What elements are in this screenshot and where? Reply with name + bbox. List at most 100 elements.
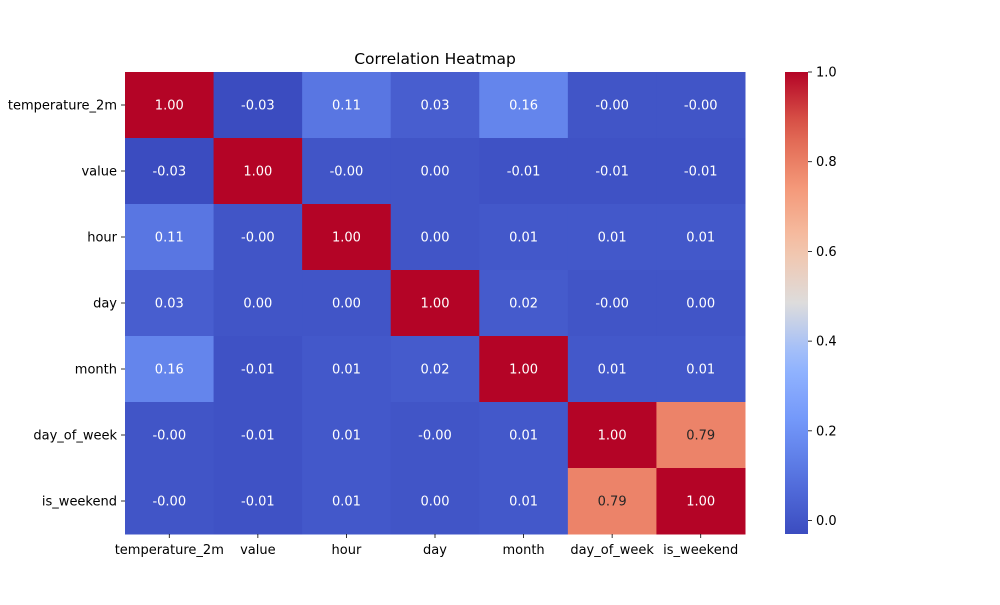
heatmap-cell-value: 0.01 bbox=[332, 363, 361, 378]
y-tick-label: hour bbox=[87, 231, 117, 246]
heatmap-cell bbox=[213, 336, 303, 403]
chart-title: Correlation Heatmap bbox=[354, 50, 516, 68]
heatmap-cell-value: 0.11 bbox=[155, 231, 184, 246]
heatmap-cell-value: 0.01 bbox=[686, 363, 715, 378]
heatmap-cell bbox=[656, 270, 746, 337]
heatmap-cell-value: -0.01 bbox=[241, 363, 275, 378]
heatmap-cell bbox=[302, 270, 392, 337]
y-tick-label: day bbox=[93, 297, 117, 312]
heatmap-cell bbox=[302, 468, 392, 535]
heatmap-cell-value: -0.00 bbox=[330, 165, 364, 180]
heatmap-cell-value: -0.00 bbox=[595, 99, 629, 114]
heatmap-cell-value: 0.01 bbox=[332, 429, 361, 444]
heatmap-cell bbox=[390, 204, 480, 271]
colorbar-tick-label: 1.0 bbox=[816, 66, 837, 81]
heatmap-cell bbox=[125, 138, 215, 205]
heatmap-cell bbox=[479, 336, 569, 403]
heatmap-cell bbox=[213, 72, 303, 139]
heatmap-cell-value: 0.01 bbox=[509, 429, 538, 444]
heatmap-cell-value: 0.02 bbox=[509, 297, 538, 312]
heatmap-cell bbox=[479, 204, 569, 271]
heatmap-cell bbox=[125, 336, 215, 403]
heatmap-cell bbox=[213, 138, 303, 205]
heatmap-cell-value: -0.00 bbox=[684, 99, 718, 114]
heatmap-cell-value: 1.00 bbox=[598, 429, 627, 444]
heatmap-cell-value: 0.00 bbox=[332, 297, 361, 312]
heatmap-cell bbox=[125, 402, 215, 469]
heatmap-cells bbox=[125, 72, 746, 535]
heatmap-cell-value: -0.03 bbox=[152, 165, 186, 180]
x-tick-label: value bbox=[240, 543, 276, 558]
heatmap-cell bbox=[390, 336, 480, 403]
heatmap-cell-value: 0.00 bbox=[421, 495, 450, 510]
colorbar-tick-label: 0.4 bbox=[816, 335, 837, 350]
heatmap-cell-value: 1.00 bbox=[243, 165, 272, 180]
heatmap-cell bbox=[656, 468, 746, 535]
heatmap-cell bbox=[302, 402, 392, 469]
heatmap-cell bbox=[479, 402, 569, 469]
colorbar-gradient bbox=[785, 72, 808, 534]
heatmap-cell-value: 0.11 bbox=[332, 99, 361, 114]
heatmap-cell bbox=[390, 270, 480, 337]
x-tick-label: is_weekend bbox=[663, 543, 738, 558]
heatmap-cell-value: -0.00 bbox=[418, 429, 452, 444]
heatmap-cell-value: 0.01 bbox=[509, 231, 538, 246]
heatmap-cell bbox=[125, 270, 215, 337]
heatmap-cell bbox=[656, 336, 746, 403]
heatmap-cell-value: 0.79 bbox=[686, 429, 715, 444]
y-tick-label: value bbox=[81, 165, 117, 180]
heatmap-cell-value: 0.01 bbox=[509, 495, 538, 510]
heatmap-cell bbox=[390, 138, 480, 205]
heatmap-cell bbox=[479, 138, 569, 205]
colorbar-tick-label: 0.0 bbox=[816, 514, 837, 529]
heatmap-cell bbox=[567, 204, 657, 271]
heatmap-cell-value: -0.01 bbox=[507, 165, 541, 180]
heatmap-cell-labels: 1.00 -0.03 0.11 0.03 0.16 -0.00 -0.00 -0.03 1.00… bbox=[152, 99, 717, 510]
heatmap-cell-value: -0.00 bbox=[152, 429, 186, 444]
x-axis-ticks: temperature_2m value hour day month day_of_we… bbox=[115, 534, 738, 558]
heatmap-cell-value: 0.79 bbox=[598, 495, 627, 510]
heatmap-cell bbox=[656, 204, 746, 271]
heatmap-cell bbox=[567, 402, 657, 469]
heatmap-cell-value: 0.16 bbox=[509, 99, 538, 114]
heatmap-cell bbox=[656, 402, 746, 469]
heatmap-cell-value: 0.01 bbox=[332, 495, 361, 510]
x-tick-label: day bbox=[423, 543, 447, 558]
heatmap-cell-value: -0.01 bbox=[241, 429, 275, 444]
heatmap-cell-value: 1.00 bbox=[332, 231, 361, 246]
heatmap-cell bbox=[390, 72, 480, 139]
y-tick-label: day_of_week bbox=[33, 429, 117, 444]
x-tick-label: day_of_week bbox=[570, 543, 654, 558]
heatmap-cell-value: -0.00 bbox=[152, 495, 186, 510]
heatmap-cell bbox=[567, 138, 657, 205]
heatmap-cell-value: 0.00 bbox=[686, 297, 715, 312]
heatmap-cell bbox=[125, 72, 215, 139]
colorbar-tick-label: 0.2 bbox=[816, 424, 837, 439]
heatmap-cell bbox=[125, 468, 215, 535]
heatmap-cell-value: 0.16 bbox=[155, 363, 184, 378]
heatmap-cell bbox=[479, 468, 569, 535]
heatmap-cell bbox=[479, 270, 569, 337]
heatmap-cell bbox=[656, 72, 746, 139]
heatmap-cell-value: 0.02 bbox=[421, 363, 450, 378]
heatmap-cell bbox=[567, 468, 657, 535]
heatmap-cell-value: 0.00 bbox=[421, 165, 450, 180]
heatmap-cell bbox=[302, 138, 392, 205]
heatmap-cell-value: 0.03 bbox=[421, 99, 450, 114]
heatmap-cell bbox=[567, 270, 657, 337]
heatmap-cell-value: 0.01 bbox=[598, 231, 627, 246]
heatmap-cell bbox=[567, 336, 657, 403]
y-tick-label: is_weekend bbox=[42, 495, 117, 510]
heatmap-cell-value: 0.00 bbox=[243, 297, 272, 312]
heatmap-cell-value: 0.03 bbox=[155, 297, 184, 312]
heatmap-cell bbox=[213, 468, 303, 535]
heatmap-cell-value: 0.00 bbox=[421, 231, 450, 246]
heatmap-cell-value: -0.01 bbox=[595, 165, 629, 180]
y-tick-label: month bbox=[75, 363, 117, 378]
heatmap-cell-value: -0.01 bbox=[241, 495, 275, 510]
heatmap-cell-value: -0.01 bbox=[684, 165, 718, 180]
heatmap-cell-value: -0.00 bbox=[241, 231, 275, 246]
